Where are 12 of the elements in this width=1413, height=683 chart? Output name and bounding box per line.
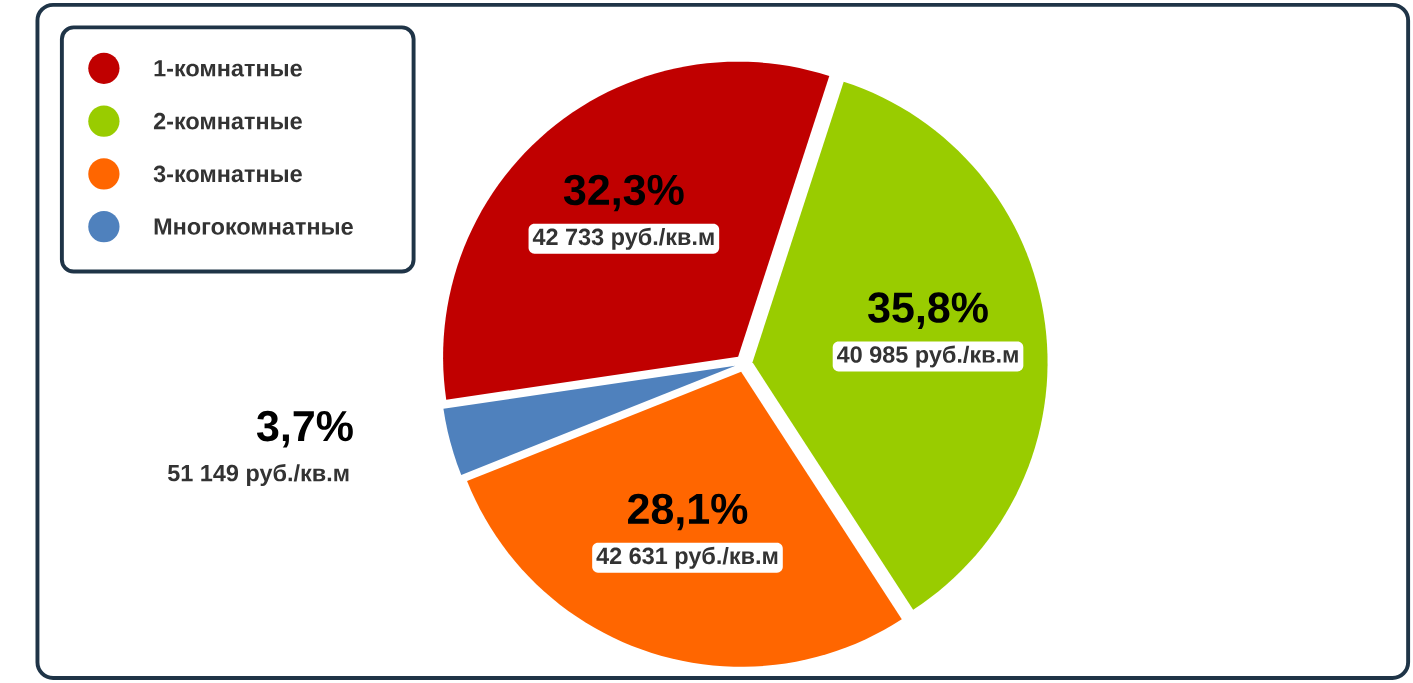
- legend-label: 2-комнатные: [153, 112, 302, 130]
- legend-label: 1-комнатные: [154, 60, 302, 77]
- text: 51 149 руб./кв.м: [167, 464, 349, 487]
- data-label: 32,3%: [563, 174, 684, 212]
- data-label: 3,7%: [256, 410, 353, 448]
- text: 40 985 руб./кв.м: [836, 345, 1018, 368]
- legend-label: Многокомнатные: [154, 218, 353, 235]
- data-label: 28,1%: [628, 493, 748, 531]
- text: 42 631 руб./кв.м: [596, 546, 778, 569]
- data-label: 35,8%: [868, 292, 988, 330]
- legend-label: 3-комнатные: [153, 165, 302, 183]
- text: 42 733 руб./кв.м: [532, 227, 714, 250]
